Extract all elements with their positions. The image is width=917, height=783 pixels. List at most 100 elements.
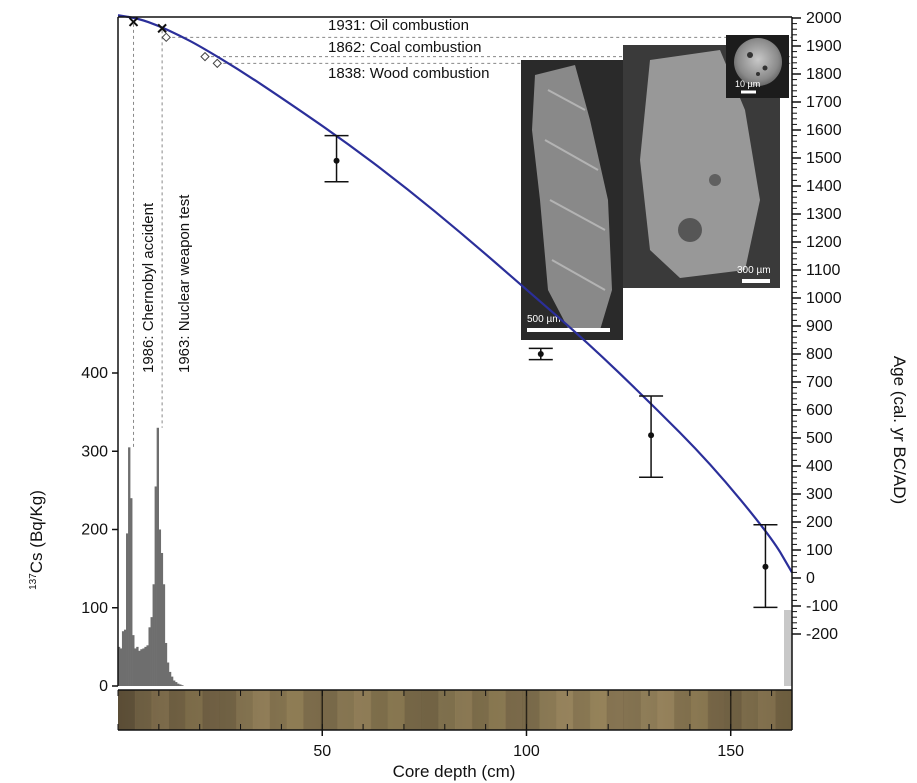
age-model-curve [117, 14, 793, 573]
left-axis-title-rest: Cs (Bq/Kg) [27, 490, 46, 573]
right-axis-tick-label: 300 [806, 486, 833, 503]
right-axis-tick-label: 200 [806, 514, 833, 531]
core-strip-band [303, 690, 321, 730]
cs137-bar [158, 529, 162, 686]
core-strip-band [539, 690, 557, 730]
right-axis-tick-label: 400 [806, 458, 833, 475]
right-axis-tick-label: -100 [806, 598, 838, 615]
core-strip-band [606, 690, 624, 730]
cs137-bar [148, 627, 151, 686]
left-axis-tick-label: 0 [99, 678, 108, 695]
right-axis-tick-label: -200 [806, 626, 838, 643]
right-axis-tick-label: 1900 [806, 38, 842, 55]
core-strip-band [690, 690, 709, 730]
right-axis-tick-label: 1700 [806, 94, 842, 111]
cs137-bar [179, 684, 182, 686]
date-point [537, 351, 544, 357]
cs137-bar [142, 648, 145, 686]
annotation-wood: 1838: Wood combustion [328, 65, 490, 82]
right-axis-tick-label: 600 [806, 402, 833, 419]
core-strip-band [353, 690, 372, 730]
core-strip-band [387, 690, 405, 730]
date-point [333, 157, 340, 164]
right-axis-tick-label: 1400 [806, 178, 842, 195]
core-strip-band [286, 690, 304, 730]
right-axis-tick-label: 1000 [806, 290, 842, 307]
cs137-bar [164, 642, 168, 686]
cs137-bar [154, 486, 157, 686]
radiocarbon-dates [324, 134, 778, 609]
cs137-bar [146, 645, 149, 686]
right-axis-tick-label: 900 [806, 318, 833, 335]
cs137-bar [160, 552, 164, 686]
cs137-bar [134, 648, 137, 686]
cs137-bar [177, 683, 180, 686]
cs137-bar [117, 646, 121, 686]
core-strip-band [471, 690, 490, 730]
core-strip-band [252, 690, 271, 730]
core-strip-band [370, 690, 389, 730]
cs137-bar [162, 584, 166, 686]
cs137-bar [168, 671, 172, 686]
cs137-bar-end [784, 610, 792, 686]
cs137-bar [121, 631, 125, 686]
core-strip-band [741, 690, 759, 730]
x-axis-tick-label: 150 [717, 743, 744, 760]
left-axis-tick-label: 300 [81, 443, 108, 460]
left-axis-title-super: 137 [28, 573, 39, 590]
core-strip-band [118, 690, 136, 730]
cs137-bar [130, 498, 133, 686]
core-strip-band [674, 690, 692, 730]
sem-scale-coal: 300 µm [737, 265, 771, 276]
axes: 0 100 200 300 400 -200 -100 0 100 200 300 400 500 600… [81, 10, 841, 760]
right-axis-tick-label: 1600 [806, 122, 842, 139]
core-strip-band [320, 690, 338, 730]
core-strip-band [404, 690, 422, 730]
right-axis-tick-label: 500 [806, 430, 833, 447]
cs137-bar [128, 447, 131, 686]
annotations: 1986: Chernobyl accident 1963: Nuclear w… [140, 17, 490, 373]
date-point [648, 432, 655, 439]
combustion-marker-diamond [161, 32, 171, 43]
annotation-coal: 1862: Coal combustion [328, 39, 481, 56]
combustion-marker-diamond [200, 51, 210, 62]
cs-marker-x [157, 23, 167, 34]
core-strip-band [707, 690, 726, 730]
cs137-bars [117, 427, 792, 686]
cs137-bar [170, 676, 174, 686]
annotation-oil: 1931: Oil combustion [328, 17, 469, 34]
core-strip-band [219, 690, 237, 730]
core-strip-band [151, 690, 170, 730]
core-strip-band [522, 690, 540, 730]
core-strip-band [724, 690, 742, 730]
right-axis-tick-label: 700 [806, 374, 833, 391]
cs137-bar [150, 617, 153, 686]
core-strip-band [589, 690, 608, 730]
right-axis-tick-label: 100 [806, 542, 833, 559]
cs137-bar [181, 685, 184, 686]
left-axis-tick-label: 100 [81, 600, 108, 617]
core-strip-band [556, 690, 574, 730]
right-axis-tick-label: 1300 [806, 206, 842, 223]
date-point [762, 563, 769, 570]
cs137-bar [138, 650, 141, 686]
right-axis-tick-label: 0 [806, 570, 815, 587]
core-strip-band [657, 690, 675, 730]
x-axis-title: Core depth (cm) [393, 762, 516, 781]
core-strip-band [455, 690, 473, 730]
left-axis-tick-label: 200 [81, 522, 108, 539]
cs137-bar [166, 662, 170, 686]
core-strip-band [640, 690, 658, 730]
core-strip-band [775, 690, 793, 730]
guide-lines [133, 23, 792, 448]
cs137-bar [175, 682, 178, 686]
core-strip-band [758, 690, 776, 730]
sem-scale-wood: 500 µm [527, 314, 561, 325]
cs137-bar [136, 646, 139, 686]
right-axis-tick-label: 1500 [806, 150, 842, 167]
annotation-nuclear: 1963: Nuclear weapon test [176, 194, 193, 373]
right-axis-tick-label: 800 [806, 346, 833, 363]
right-axis-title: Age (cal. yr BC/AD) [890, 356, 909, 504]
right-axis-tick-label: 1100 [806, 262, 841, 279]
